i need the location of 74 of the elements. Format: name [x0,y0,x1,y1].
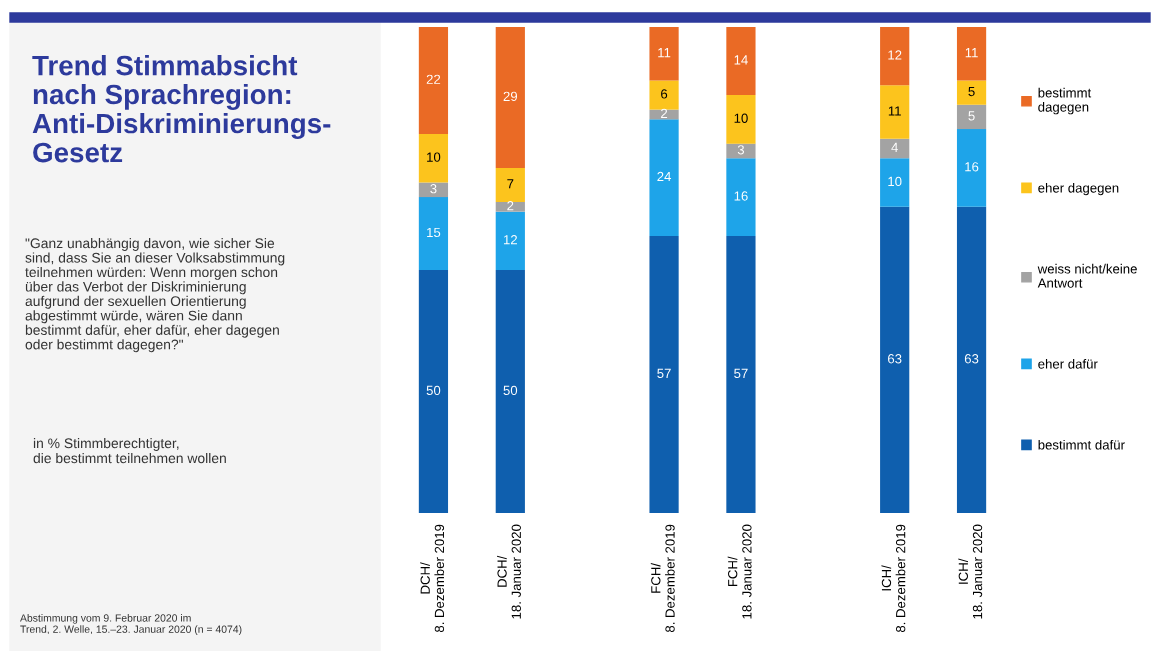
x-tick-label: DCH/ 8. Dezember 2019 [420,524,445,633]
text: Abstimmung vom 9. Februar 2020 im Trend, 2. Welle, 15.–23. Januar 2020 (n = 4074) [20,614,242,635]
bar [418,182,449,198]
bar [956,104,987,130]
data-label: 57 [657,368,671,379]
data-label: 6 [661,89,668,99]
data-label: 15 [427,227,441,238]
text: in % Stimmberechtigter, die bestimmt teilnehmen wollen [33,438,226,464]
data-label: 5 [968,86,975,97]
data-label: 12 [888,50,902,60]
data-label: 57 [734,368,748,379]
bar [495,167,525,202]
x-tick-label: ICH/ 8. Dezember 2019 [881,524,906,633]
bar [418,197,449,270]
legend-label: eher dafür [1038,358,1098,369]
bar [495,201,525,212]
bar [726,235,756,513]
bar [649,119,679,236]
data-label: 4 [891,142,898,152]
data-label: 22 [426,74,441,84]
text: Trend Stimmabsicht nach Sprachregion: Anti-Diskriminierungs- Gesetz [32,55,331,163]
x-tick-label: FCH/ 8. Dezember 2019 [650,524,675,633]
data-label: 63 [964,354,979,364]
data-label: 24 [657,171,672,182]
bar [956,27,987,81]
data-label: 10 [427,152,441,162]
data-label: 63 [888,354,902,364]
x-tick-label: FCH/ 18. Januar 2020 [727,524,752,619]
bar [726,95,756,144]
bar [956,129,987,207]
data-label: 16 [965,162,979,172]
bar [880,138,910,159]
legend-label: weiss nicht/keine Antwort [1037,263,1137,288]
bar [495,27,525,168]
data-label: 16 [734,191,748,201]
bar [649,235,679,513]
bar [956,80,987,105]
data-label: 7 [507,179,514,189]
x-tick-label: ICH/ 18. Januar 2020 [958,524,983,619]
bar [495,270,525,513]
data-label: 3 [430,184,437,194]
data-label: 11 [965,48,978,58]
bar [880,85,910,139]
data-label: 29 [503,91,518,102]
data-label: 11 [888,106,901,116]
data-label: 50 [503,385,518,396]
bar [726,27,756,96]
bar [956,206,987,513]
bar [649,80,679,110]
legend-label: eher dagegen [1038,182,1119,196]
data-label: 10 [734,113,748,123]
data-label: 50 [426,385,441,396]
data-label: 2 [661,108,668,118]
data-label: 5 [968,111,975,121]
bar [726,158,756,236]
bar [880,27,910,86]
bar [880,158,910,207]
data-label: 2 [507,201,514,211]
bar [418,27,449,134]
bar [649,27,679,81]
text: "Ganz unabhängig davon, wie sicher Sie sind, dass Sie an dieser Volksabstimmung teilnehmen würden: Wenn morgen schon über das Verbot der Diskriminierung aufgrund der sexuellen Orientierung abgestimmt würde, wären Sie dann bestimmt dafür, eher dafür, eher dagegen oder bestimmt dagegen?" [25,238,285,353]
bar [726,143,756,159]
bar [880,206,910,513]
bar [495,211,525,270]
bar [418,270,449,513]
data-label: 14 [734,55,748,65]
x-tick-label: DCH/ 18. Januar 2020 [497,524,521,619]
data-label: 11 [658,48,671,58]
legend-label: bestimmt dagegen [1038,87,1092,115]
bar [418,133,449,183]
data-label: 10 [888,176,902,187]
legend-label: bestimmt dafür [1038,439,1125,450]
data-label: 12 [503,235,517,245]
data-label: 3 [737,145,745,155]
